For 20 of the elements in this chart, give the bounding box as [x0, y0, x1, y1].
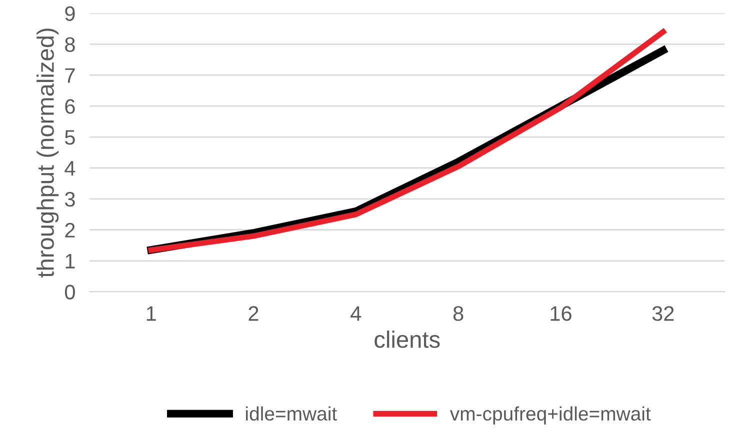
y-tick-label: 4	[64, 161, 76, 176]
y-tick-label: 6	[65, 99, 75, 114]
x-axis-title: clients	[374, 330, 440, 348]
x-tick-label: 16	[550, 306, 572, 321]
y-tick-label: 9	[65, 6, 75, 22]
x-tick-label: 2	[248, 306, 258, 321]
y-tick-label: 7	[65, 68, 75, 83]
y-tick-label: 5	[65, 130, 75, 145]
legend-label: vm-cpufreq+idle=mwait	[450, 406, 651, 424]
y-tick-label: 1	[66, 254, 75, 268]
x-tick-label: 4	[350, 306, 362, 321]
y-tick-label: 3	[64, 192, 75, 207]
y-tick-label: 8	[65, 37, 75, 52]
legend-label: idle=mwait	[246, 406, 337, 421]
x-tick-label: 8	[453, 306, 464, 321]
x-tick-label: 32	[652, 306, 674, 321]
x-tick-label: 1	[146, 306, 156, 321]
y-tick-label: 2	[65, 222, 75, 238]
y-tick-label: 0	[64, 284, 75, 300]
y-axis-title: throughput (normalized)	[36, 28, 59, 278]
